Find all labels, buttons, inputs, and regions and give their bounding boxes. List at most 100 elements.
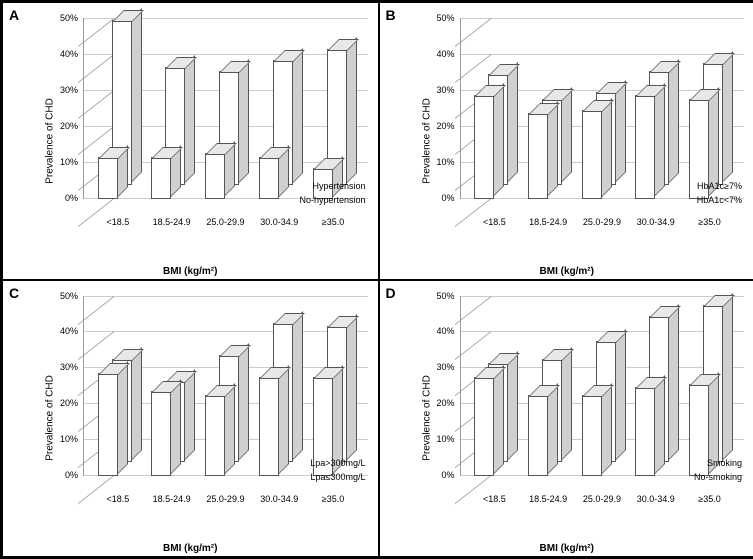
bar-front [205,397,223,476]
panel-b: BPrevalence of CHDBMI (kg/m²)0%10%20%30%… [379,2,753,280]
x-tick-label: ≥35.0 [322,494,344,504]
y-tick-label: 10% [423,434,455,444]
x-axis-label: BMI (kg/m²) [163,266,217,277]
bar-front-face [528,113,548,198]
x-tick-label: ≥35.0 [322,217,344,227]
bar-front-face [259,377,279,476]
x-tick-label: 18.5-24.9 [529,217,567,227]
bar-front-face [474,377,494,476]
x-tick-label: <18.5 [483,494,506,504]
bar-front [528,115,546,198]
bar-front-face [259,157,279,199]
x-axis-label: BMI (kg/m²) [540,543,594,554]
x-tick-label: <18.5 [483,217,506,227]
y-tick-label: 30% [46,362,78,372]
y-tick-label: 20% [46,121,78,131]
y-tick-label: 20% [46,398,78,408]
bar-front [259,379,277,476]
z-label-front: No-hypertension [299,195,365,205]
bar-front-face [474,95,494,198]
bar-front-face [98,157,118,199]
x-tick-label: 18.5-24.9 [153,217,191,227]
bar-front [635,97,653,198]
chart-grid: APrevalence of CHDBMI (kg/m²)0%10%20%30%… [0,0,753,559]
y-tick-label: 20% [423,121,455,131]
bar-front-face [151,391,171,476]
bar-front-face [635,387,655,476]
bar-front [474,97,492,198]
x-tick-label: ≥35.0 [698,217,720,227]
x-tick-label: 18.5-24.9 [153,494,191,504]
bar-front [689,386,707,476]
y-tick-label: 50% [46,13,78,23]
x-tick-label: <18.5 [106,217,129,227]
chart-area: 0%10%20%30%40%50%<18.518.5-24.925.0-29.9… [430,18,745,239]
y-tick-label: 40% [423,326,455,336]
z-label-back: Hypertension [312,181,365,191]
z-label-back: Smoking [707,458,742,468]
z-label-back: Lpa>300mg/L [310,458,365,468]
x-tick-label: 30.0-34.9 [637,217,675,227]
bar-front-face [205,153,225,198]
y-tick-label: 30% [423,362,455,372]
bar-front [582,397,600,476]
bar-front [474,379,492,476]
bar-front-face [582,395,602,476]
x-tick-label: 25.0-29.9 [583,217,621,227]
chart-area: 0%10%20%30%40%50%<18.518.5-24.925.0-29.9… [53,18,368,239]
bar-front [205,155,223,198]
x-tick-label: <18.5 [106,494,129,504]
panel-c: CPrevalence of CHDBMI (kg/m²)0%10%20%30%… [2,280,379,558]
bars-container: <18.518.5-24.925.0-29.930.0-34.9≥35.0 [91,296,363,477]
y-tick-label: 10% [423,157,455,167]
panel-d: DPrevalence of CHDBMI (kg/m²)0%10%20%30%… [379,280,753,558]
x-tick-label: 30.0-34.9 [260,494,298,504]
y-tick-label: 30% [423,85,455,95]
x-tick-label: 25.0-29.9 [206,217,244,227]
x-axis-label: BMI (kg/m²) [540,266,594,277]
panel-letter: D [386,285,396,301]
y-tick-label: 0% [46,470,78,480]
y-tick-label: 0% [423,470,455,480]
y-tick-label: 0% [46,193,78,203]
bar-front [151,159,169,199]
x-axis-label: BMI (kg/m²) [163,543,217,554]
x-tick-label: 30.0-34.9 [260,217,298,227]
bars-container: <18.518.5-24.925.0-29.930.0-34.9≥35.0 [468,296,740,477]
panel-letter: B [386,7,396,23]
bars-container: <18.518.5-24.925.0-29.930.0-34.9≥35.0 [468,18,740,199]
x-tick-label: ≥35.0 [698,494,720,504]
y-tick-label: 20% [423,398,455,408]
bar-front [98,159,116,199]
chart-area: 0%10%20%30%40%50%<18.518.5-24.925.0-29.9… [430,296,745,517]
bar-front-face [528,395,548,476]
bar-front [528,397,546,476]
z-label-back: HbA1c≥7% [697,181,742,191]
y-tick-label: 0% [423,193,455,203]
y-tick-label: 30% [46,85,78,95]
bar-front [98,375,116,476]
y-tick-label: 50% [423,13,455,23]
bar-front [151,393,169,476]
y-tick-label: 10% [46,434,78,444]
y-tick-label: 50% [423,291,455,301]
y-tick-label: 40% [46,49,78,59]
z-label-front: No-smoking [694,472,742,482]
bar-front-face [205,395,225,476]
y-tick-label: 40% [46,326,78,336]
y-tick-label: 10% [46,157,78,167]
panel-letter: A [9,7,19,23]
bar-front [259,159,277,199]
x-tick-label: 25.0-29.9 [206,494,244,504]
x-tick-label: 30.0-34.9 [637,494,675,504]
x-tick-label: 18.5-24.9 [529,494,567,504]
y-tick-label: 50% [46,291,78,301]
bar-front-face [151,157,171,199]
panel-a: APrevalence of CHDBMI (kg/m²)0%10%20%30%… [2,2,379,280]
bar-front [635,389,653,476]
bar-front-face [635,95,655,198]
bar-front-face [98,373,118,476]
panel-letter: C [9,285,19,301]
chart-area: 0%10%20%30%40%50%<18.518.5-24.925.0-29.9… [53,296,368,517]
y-tick-label: 40% [423,49,455,59]
